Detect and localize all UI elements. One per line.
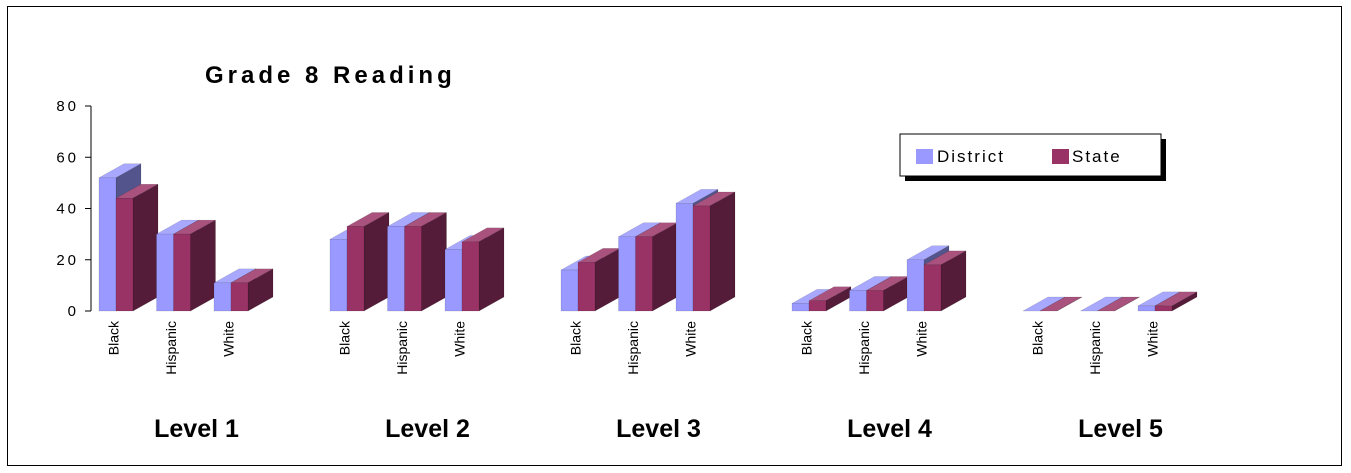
category-labels: Black Hispanic White Level 1 Black Hispanic Wh…: [106, 320, 1163, 443]
bar-side-face: [132, 183, 159, 312]
bar-front-face: [230, 282, 249, 312]
category-label: Hispanic: [625, 321, 641, 375]
bar-state-level-5-black: [1039, 296, 1083, 312]
category-label: Hispanic: [394, 321, 410, 375]
bar-front-face: [577, 262, 596, 312]
legend-box: [899, 133, 1162, 177]
chart-title: Grade 8 Reading: [205, 62, 456, 89]
category-label: Black: [799, 320, 815, 355]
y-axis: 0 20 40 60 80: [56, 98, 92, 320]
bar-front-face: [866, 290, 884, 312]
bar-side-face: [652, 222, 678, 312]
category-label: White: [452, 321, 468, 357]
bar-front-face: [404, 226, 422, 312]
bar-front-face: [98, 177, 117, 312]
bar-state-level-1-hispanic: [172, 219, 217, 312]
category-label: White: [914, 321, 930, 357]
bar-state-level-3-hispanic: [634, 222, 679, 312]
bar-state-level-5-hispanic: [1096, 296, 1141, 312]
category-label: White: [221, 321, 237, 357]
bar-state-level-4-white: [923, 250, 967, 312]
group-label: Level 4: [847, 415, 932, 443]
bar-front-face: [329, 239, 348, 312]
bar-side-face: [421, 212, 447, 312]
bar-state-level-3-black: [577, 247, 621, 312]
category-label: Black: [106, 320, 122, 355]
y-tick-label: 40: [56, 201, 79, 218]
bar-front-face: [461, 241, 480, 312]
bar-side-face: [363, 212, 390, 312]
group-label: Level 3: [616, 415, 701, 443]
bar-front-face: [906, 259, 925, 312]
bar-front-face: [346, 226, 365, 312]
bar-front-face: [635, 236, 653, 312]
bar-front-face: [675, 203, 694, 312]
bar-front-face: [387, 226, 405, 312]
bar-front-face: [173, 233, 191, 312]
bar-front-face: [1137, 305, 1156, 312]
bar-front-face: [115, 198, 134, 312]
bar-side-face: [190, 219, 216, 312]
y-tick-label: 20: [56, 252, 79, 269]
bar-state-level-2-black: [346, 212, 390, 312]
bar-side-face: [1114, 296, 1140, 312]
bar-state-level-1-white: [230, 268, 274, 312]
chart-frame: Grade 8 Reading 0 20 40 60 80 Black Hispanic W…: [7, 6, 1342, 466]
bar-side-face: [1056, 296, 1083, 312]
bar-side-face: [478, 227, 505, 312]
category-label: White: [683, 321, 699, 357]
y-tick-label: 80: [56, 98, 79, 115]
bar-front-face: [791, 303, 810, 312]
legend-swatch-state: [1052, 149, 1069, 164]
legend: District State: [899, 133, 1166, 181]
bar-state-level-3-white: [692, 191, 736, 312]
bar-front-face: [1154, 305, 1173, 312]
bar-state-level-5-white: [1154, 291, 1198, 312]
bar-front-face: [444, 249, 463, 312]
bar-state-level-4-hispanic: [865, 276, 910, 312]
category-label: Black: [1030, 320, 1046, 355]
bar-side-face: [709, 191, 736, 312]
bar-front-face: [213, 282, 232, 312]
category-label: Black: [568, 320, 584, 355]
category-label: White: [1145, 321, 1161, 357]
category-label: Hispanic: [1087, 321, 1103, 375]
bar-chart: Grade 8 Reading 0 20 40 60 80 Black Hispanic W…: [56, 62, 1198, 443]
legend-swatch-district: [916, 149, 933, 164]
bar-state-level-1-black: [115, 183, 159, 312]
y-tick-label: 60: [56, 149, 79, 166]
group-label: Level 5: [1078, 415, 1163, 443]
legend-label-district: District: [937, 147, 1005, 166]
category-label: Hispanic: [163, 321, 179, 375]
bar-front-face: [692, 205, 711, 312]
category-label: Hispanic: [856, 321, 872, 375]
legend-label-state: State: [1072, 147, 1122, 166]
group-label: Level 1: [154, 415, 239, 443]
bar-state-level-2-white: [461, 227, 505, 312]
bar-front-face: [923, 264, 942, 312]
bar-front-face: [618, 236, 636, 312]
bars: [98, 163, 1198, 312]
bar-front-face: [560, 269, 579, 312]
bar-front-face: [808, 300, 827, 312]
y-tick-label: 0: [68, 303, 79, 320]
bar-front-face: [849, 290, 867, 312]
group-label: Level 2: [385, 415, 470, 443]
bar-state-level-2-hispanic: [403, 212, 448, 312]
category-label: Black: [337, 320, 353, 355]
bar-front-face: [156, 233, 174, 312]
